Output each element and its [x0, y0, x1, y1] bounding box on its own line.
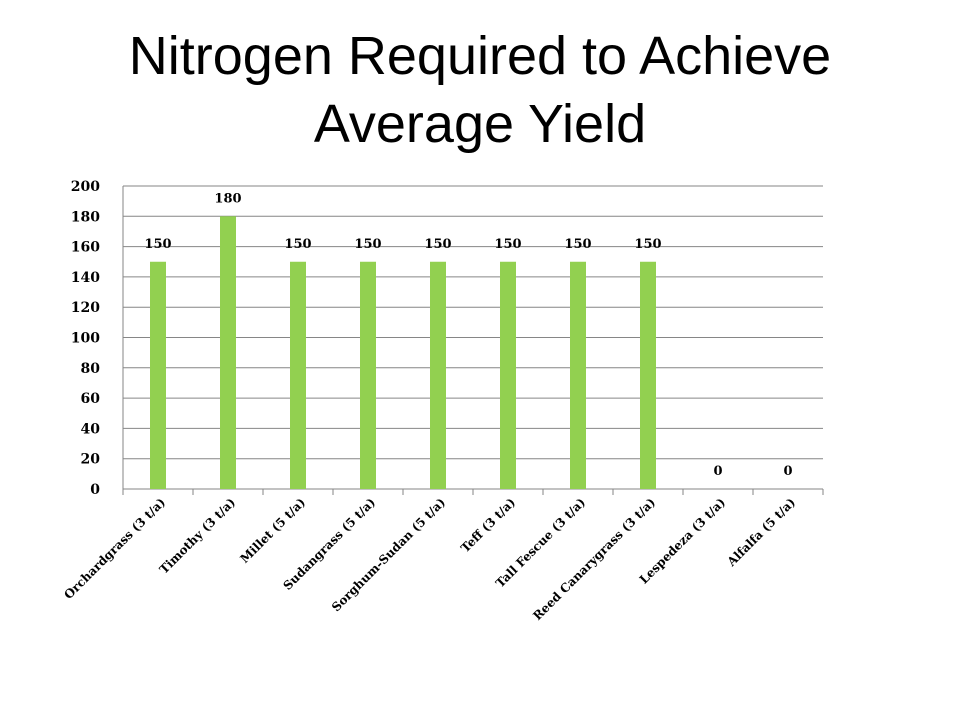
slide-title-line-1: Nitrogen Required to Achieve: [128, 26, 832, 86]
data-label: 0: [783, 464, 792, 479]
data-label: 150: [494, 237, 521, 252]
x-category-label: Reed Canarygrass (3 t/a): [530, 495, 658, 623]
y-tick-label: 80: [81, 361, 101, 377]
x-category-label: Timothy (3 t/a): [157, 495, 238, 576]
data-label: 0: [713, 464, 722, 479]
x-category-label: Millet (5 t/a): [237, 495, 308, 566]
data-label: 150: [354, 237, 381, 252]
x-category-label: Sorghum-Sudan (5 t/a): [329, 495, 448, 614]
y-tick-label: 140: [71, 270, 100, 286]
y-tick-label: 100: [71, 331, 100, 347]
data-label: 150: [564, 237, 591, 252]
x-category-label: Alfalfa (5 t/a): [724, 495, 798, 569]
bar-6: [500, 261, 516, 489]
bar-1: [150, 261, 166, 489]
bar-3: [290, 261, 306, 489]
data-label: 150: [284, 237, 311, 252]
data-label: 150: [424, 237, 451, 252]
bar-7: [570, 261, 586, 489]
y-tick-label: 60: [81, 391, 101, 407]
y-tick-label: 120: [71, 300, 100, 316]
bar-5: [430, 261, 446, 489]
bar-4: [360, 261, 376, 489]
data-label: 180: [214, 191, 241, 206]
data-label: 150: [634, 237, 661, 252]
slide-title-line-2: Average Yield: [313, 94, 647, 154]
x-category-label: Teff (3 t/a): [458, 495, 518, 555]
bar-8: [640, 261, 656, 489]
y-tick-label: 0: [90, 482, 100, 498]
data-label: 150: [144, 237, 171, 252]
slide-title: Nitrogen Required to Achieve Average Yie…: [0, 22, 960, 158]
y-tick-label: 200: [71, 179, 100, 195]
y-tick-label: 180: [71, 209, 100, 225]
bar-2: [220, 216, 236, 490]
y-tick-label: 40: [81, 421, 101, 437]
y-tick-label: 20: [81, 452, 101, 468]
x-category-label: Orchardgrass (3 t/a): [61, 495, 168, 602]
y-tick-label: 160: [71, 240, 100, 256]
